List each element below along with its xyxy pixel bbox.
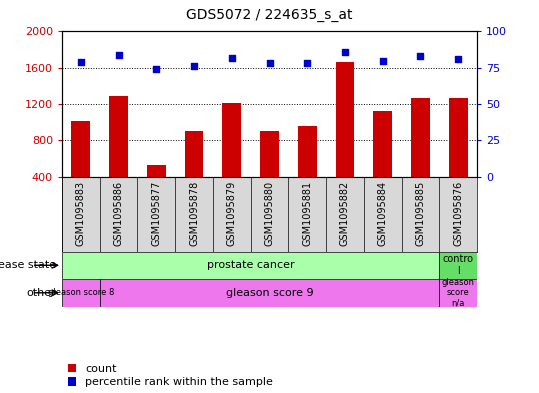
Text: gleason
score
n/a: gleason score n/a — [441, 278, 475, 308]
Point — [152, 66, 161, 72]
Point — [190, 63, 198, 70]
Bar — [439, 252, 477, 279]
Point — [227, 55, 236, 61]
Text: gleason score 9: gleason score 9 — [226, 288, 313, 298]
Bar — [439, 279, 477, 307]
Bar — [298, 126, 317, 177]
Text: gleason score 8: gleason score 8 — [47, 288, 114, 297]
Text: GSM1095879: GSM1095879 — [227, 181, 237, 246]
Point — [303, 60, 312, 66]
Point — [265, 60, 274, 66]
Bar — [62, 279, 100, 307]
Text: GSM1095886: GSM1095886 — [114, 181, 123, 246]
Text: GDS5072 / 224635_s_at: GDS5072 / 224635_s_at — [186, 8, 353, 22]
Point — [341, 49, 349, 55]
Bar — [335, 62, 355, 177]
Bar — [109, 96, 128, 177]
Text: GSM1095878: GSM1095878 — [189, 181, 199, 246]
Text: disease state: disease state — [0, 260, 57, 270]
Text: GSM1095881: GSM1095881 — [302, 181, 312, 246]
Bar — [71, 121, 90, 177]
Text: GSM1095883: GSM1095883 — [76, 181, 86, 246]
Text: prostate cancer: prostate cancer — [207, 260, 294, 270]
Bar — [373, 112, 392, 177]
Point — [378, 57, 387, 64]
Bar — [411, 98, 430, 177]
Text: GSM1095884: GSM1095884 — [378, 181, 388, 246]
Text: GSM1095877: GSM1095877 — [151, 181, 161, 246]
Point — [416, 53, 425, 59]
Point — [114, 51, 123, 58]
Text: GSM1095876: GSM1095876 — [453, 181, 463, 246]
Text: GSM1095882: GSM1095882 — [340, 181, 350, 246]
Text: GSM1095880: GSM1095880 — [265, 181, 274, 246]
Bar — [448, 98, 467, 177]
Bar — [100, 279, 439, 307]
Point — [77, 59, 85, 65]
Text: contro
l: contro l — [443, 255, 474, 276]
Bar — [222, 103, 241, 177]
Bar — [147, 165, 166, 177]
Legend: count, percentile rank within the sample: count, percentile rank within the sample — [67, 364, 273, 387]
Point — [454, 56, 462, 62]
Text: GSM1095885: GSM1095885 — [416, 181, 425, 246]
Bar — [184, 131, 204, 177]
Bar — [260, 130, 279, 177]
Text: other: other — [27, 288, 57, 298]
